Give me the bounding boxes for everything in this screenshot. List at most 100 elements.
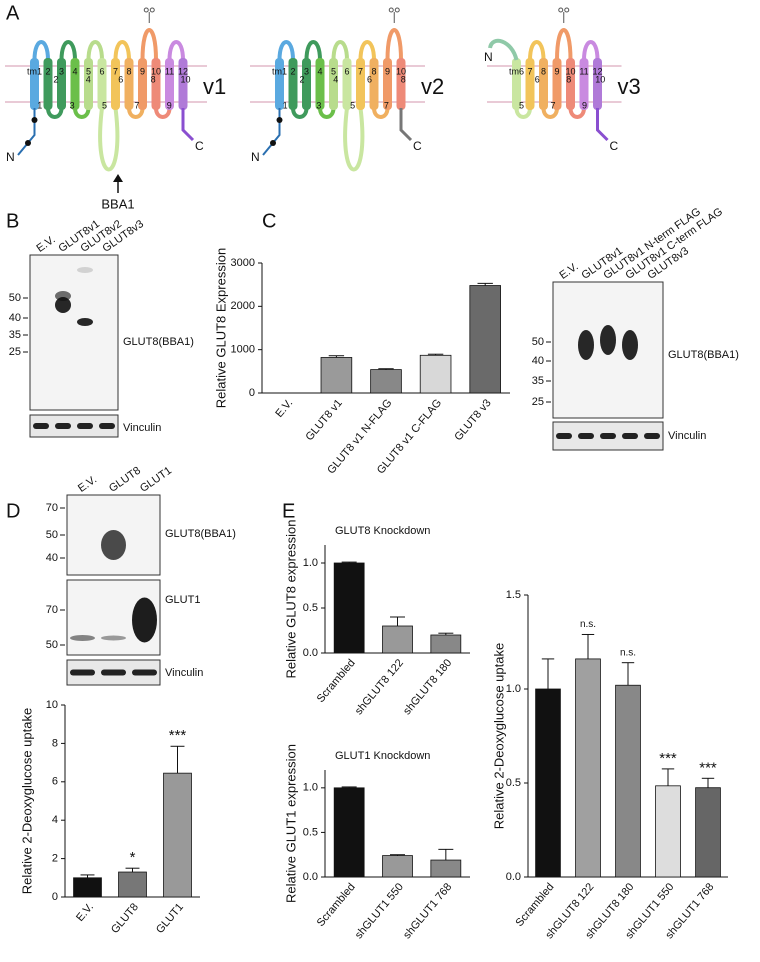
- bar: [382, 625, 413, 654]
- helix: [151, 58, 161, 110]
- helix-label: 2: [45, 66, 50, 76]
- panel-label: B: [6, 210, 19, 232]
- c-terminus: C: [413, 139, 422, 153]
- helix: [579, 58, 589, 110]
- c-terminus: C: [610, 139, 619, 153]
- loop: [113, 40, 131, 61]
- lane-label: E.V.: [35, 234, 58, 255]
- helix: [512, 58, 521, 110]
- glycan: [558, 7, 564, 13]
- band: [55, 291, 71, 301]
- exon-label: 7: [550, 100, 555, 110]
- helix-label: 4: [72, 66, 77, 76]
- helix: [288, 58, 298, 110]
- marker-label: 35: [9, 329, 21, 341]
- x-tick-label: Scrambled: [315, 881, 358, 929]
- helix-label: 9: [554, 66, 559, 76]
- bar: [370, 369, 402, 394]
- helix-label: 10: [565, 66, 575, 76]
- band: [55, 423, 71, 429]
- helix-label: 7: [527, 66, 532, 76]
- marker-label: 40: [46, 552, 58, 564]
- panel-label: E: [282, 500, 295, 522]
- membrane-label: Vinculin: [668, 430, 706, 442]
- y-tick-label: 1.5: [506, 589, 521, 601]
- exon-label: 8: [151, 74, 156, 84]
- variant-label: v2: [421, 74, 444, 99]
- helix-label: tm1: [27, 66, 42, 76]
- helix-label: 7: [113, 66, 118, 76]
- helix-label: 8: [126, 66, 131, 76]
- y-axis-label: Relative GLUT8 Expression: [213, 248, 228, 408]
- y-tick-label: 10: [46, 699, 58, 711]
- helix-label: 7: [358, 66, 363, 76]
- x-tick-label: shGLUT8 122: [353, 657, 406, 717]
- exon-label: 2: [53, 74, 58, 84]
- bar: [118, 871, 147, 898]
- c-terminus: C: [195, 139, 204, 153]
- membrane-label: GLUT8(BBA1): [668, 349, 739, 361]
- exon-label: 5: [519, 100, 524, 110]
- helix: [552, 58, 562, 110]
- band: [101, 635, 126, 641]
- glycan: [388, 7, 394, 13]
- helix: [356, 58, 365, 110]
- helix: [566, 58, 575, 110]
- loop: [154, 107, 172, 119]
- helix-label: 6: [99, 66, 104, 76]
- helix: [302, 58, 311, 110]
- helix-label: 3: [59, 66, 64, 76]
- phospho: [270, 140, 276, 146]
- helix: [539, 58, 548, 110]
- loop: [86, 40, 104, 61]
- c-tail: [181, 108, 195, 142]
- band: [55, 297, 71, 313]
- band: [644, 433, 660, 439]
- marker-label: 50: [46, 529, 58, 541]
- loop: [582, 40, 600, 61]
- lane-label: GLUT8v1 C-term FLAG: [624, 206, 726, 282]
- band: [556, 433, 572, 439]
- lane-label: GLUT1: [138, 465, 174, 495]
- n-tail: [488, 38, 519, 61]
- y-axis-label: Relative 2-Deoxyglucose uptake: [491, 643, 506, 829]
- y-tick-label: 4: [52, 814, 58, 826]
- y-tick-label: 0.0: [303, 647, 318, 659]
- glycan: [143, 7, 149, 13]
- exon-label: 4: [333, 74, 338, 84]
- helix: [124, 58, 134, 110]
- loop: [59, 40, 77, 61]
- helix-label: tm1: [272, 66, 287, 76]
- helix: [396, 58, 406, 110]
- n-tail: [17, 108, 36, 156]
- loop: [568, 107, 586, 119]
- chart-title: GLUT8 Knockdown: [335, 525, 430, 537]
- exon-label: 1: [37, 100, 42, 110]
- y-axis-label: Relative GLUT1 expression: [283, 744, 298, 903]
- exon-label: 3: [70, 100, 75, 110]
- bar: [382, 855, 413, 878]
- y-axis-label: Relative GLUT8 expression: [283, 520, 298, 679]
- band: [70, 669, 95, 676]
- y-tick-label: 0.5: [303, 826, 318, 838]
- lane-label: GLUT8: [107, 465, 143, 495]
- bar: [333, 562, 365, 654]
- significance: ***: [699, 759, 717, 776]
- exon-label: 2: [299, 74, 304, 84]
- helix: [178, 58, 188, 110]
- helix: [275, 58, 284, 110]
- helix-label: 8: [541, 66, 546, 76]
- membrane-label: Vinculin: [165, 667, 203, 679]
- band: [77, 267, 93, 273]
- band: [101, 669, 126, 676]
- loop: [528, 40, 546, 61]
- chart-title: GLUT1 Knockdown: [335, 750, 430, 762]
- helix-label: 8: [371, 66, 376, 76]
- glycan: [149, 7, 155, 13]
- membrane: [29, 254, 119, 411]
- exon-label: 5: [350, 100, 355, 110]
- exon-label: 9: [167, 100, 172, 110]
- membrane-label: GLUT8(BBA1): [165, 528, 236, 540]
- significance: ***: [659, 750, 677, 767]
